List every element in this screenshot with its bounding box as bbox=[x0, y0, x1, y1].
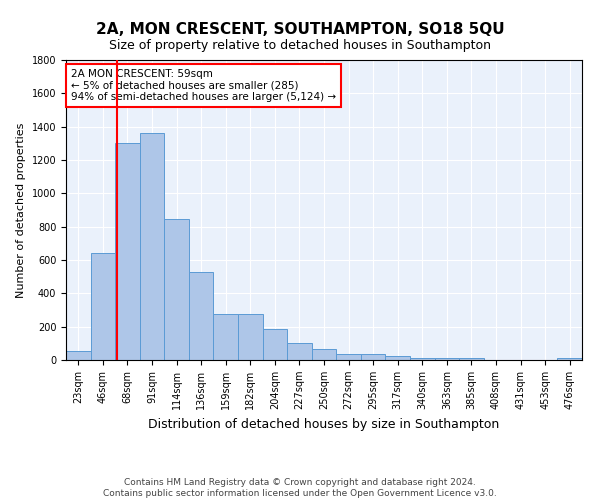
X-axis label: Distribution of detached houses by size in Southampton: Distribution of detached houses by size … bbox=[148, 418, 500, 430]
Bar bbox=[238, 314, 263, 360]
Y-axis label: Number of detached properties: Number of detached properties bbox=[16, 122, 26, 298]
Bar bbox=[557, 358, 582, 360]
Bar bbox=[214, 314, 238, 360]
Text: Contains HM Land Registry data © Crown copyright and database right 2024.
Contai: Contains HM Land Registry data © Crown c… bbox=[103, 478, 497, 498]
Bar bbox=[287, 342, 312, 360]
Bar bbox=[115, 142, 140, 360]
Bar bbox=[336, 354, 361, 360]
Bar bbox=[434, 358, 459, 360]
Bar bbox=[91, 254, 115, 360]
Bar bbox=[189, 272, 214, 360]
Bar bbox=[410, 358, 434, 360]
Bar bbox=[263, 329, 287, 360]
Bar bbox=[140, 132, 164, 360]
Text: 2A MON CRESCENT: 59sqm
← 5% of detached houses are smaller (285)
94% of semi-det: 2A MON CRESCENT: 59sqm ← 5% of detached … bbox=[71, 69, 336, 102]
Bar bbox=[361, 354, 385, 360]
Text: 2A, MON CRESCENT, SOUTHAMPTON, SO18 5QU: 2A, MON CRESCENT, SOUTHAMPTON, SO18 5QU bbox=[95, 22, 505, 38]
Bar bbox=[312, 349, 336, 360]
Bar bbox=[459, 358, 484, 360]
Bar bbox=[66, 351, 91, 360]
Bar bbox=[385, 356, 410, 360]
Bar bbox=[164, 219, 189, 360]
Text: Size of property relative to detached houses in Southampton: Size of property relative to detached ho… bbox=[109, 39, 491, 52]
